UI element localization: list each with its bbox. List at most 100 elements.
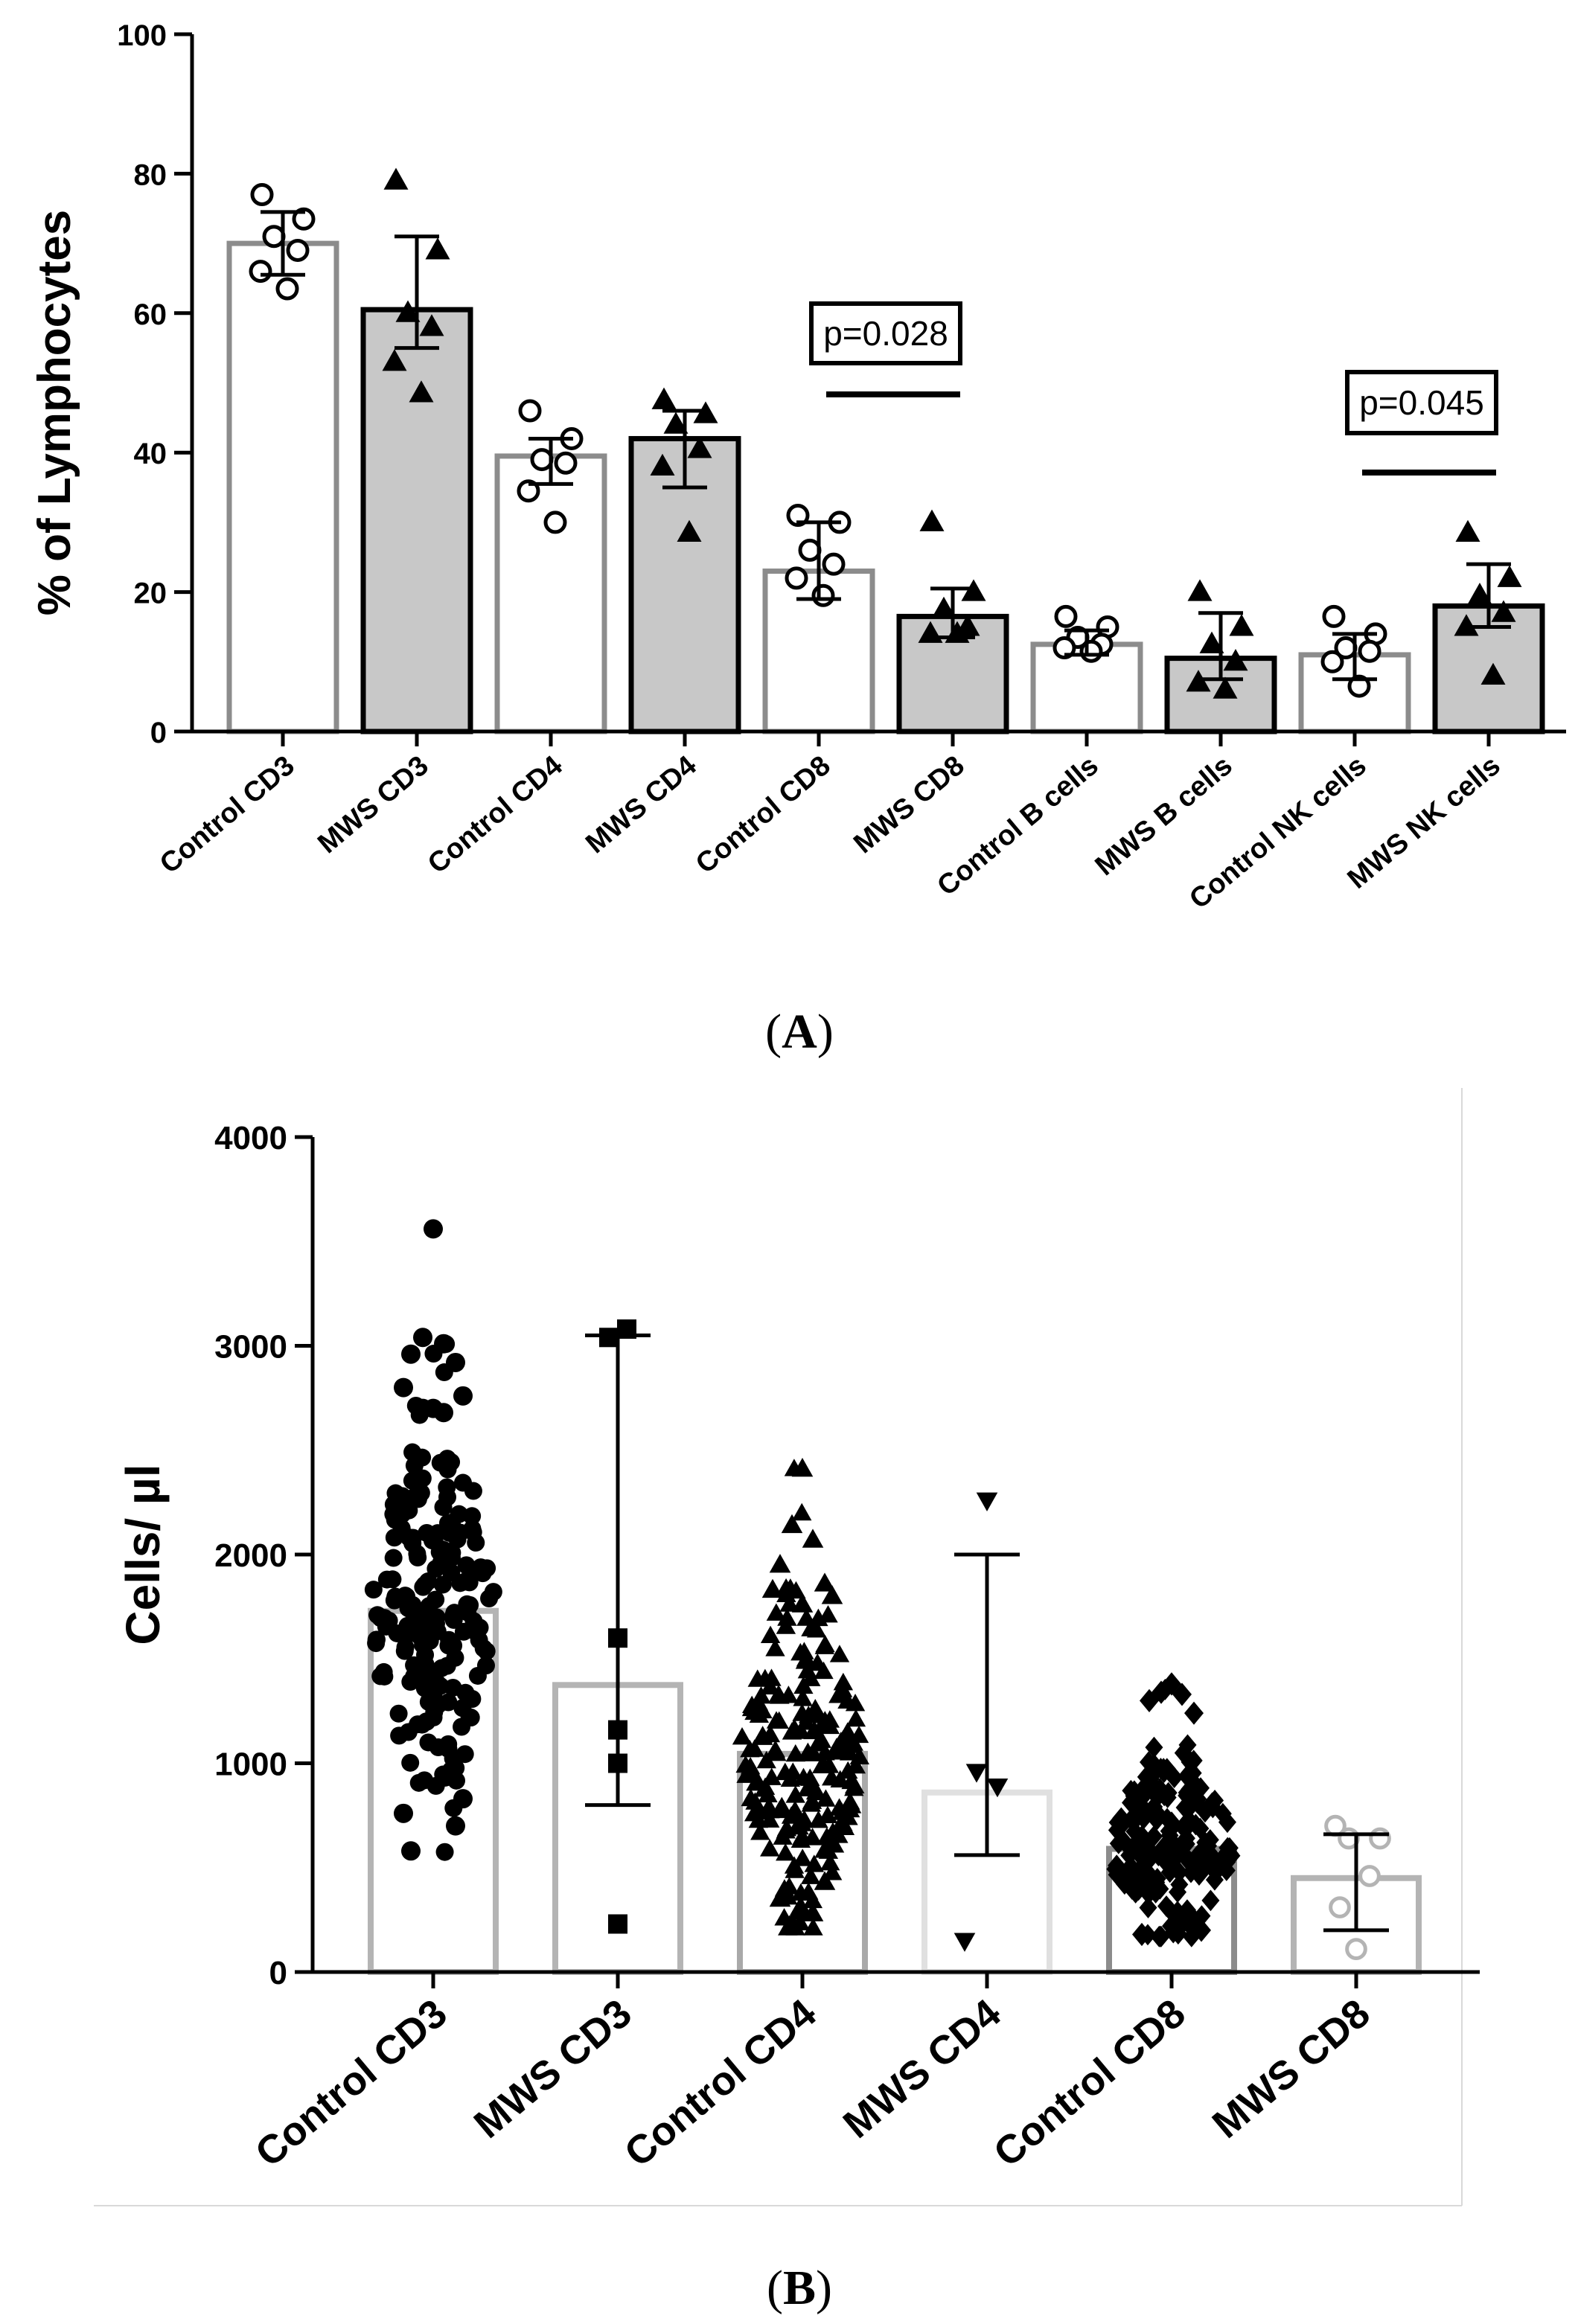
y-tick-label: 1000: [214, 1747, 287, 1783]
y-tick-label: 60: [134, 298, 167, 331]
point-control-cd8: [811, 583, 835, 607]
point-control-cd3: [480, 1590, 499, 1608]
point-control-cd4: [821, 1585, 843, 1604]
point-control-cd4: [760, 1625, 781, 1644]
point-control-cd8: [1138, 1765, 1157, 1787]
bar-mws-cd3: [360, 307, 473, 734]
x-tick-label-mws-cd8: MWS CD8: [848, 750, 970, 860]
point-control-cd3: [367, 1634, 386, 1653]
point-control-cd8: [1128, 1806, 1147, 1828]
point-control-cd4: [543, 510, 567, 534]
point-mws-cd8: [1358, 1865, 1381, 1887]
point-control-cd3: [262, 225, 286, 249]
point-control-cd3: [401, 1841, 421, 1861]
point-mws-b-cells: [1187, 579, 1213, 601]
point-control-cd8: [1162, 1914, 1181, 1938]
x-tick-label-control-cd8: Control CD8: [986, 1991, 1194, 2175]
point-control-cd4: [786, 1581, 806, 1599]
point-control-cd3: [397, 1495, 415, 1514]
point-control-cd8: [1168, 1901, 1186, 1923]
panel-a-label: (A): [765, 1005, 834, 1059]
point-control-cd4: [779, 1594, 799, 1612]
point-control-cd4: [741, 1788, 761, 1807]
point-control-b-cells: [1079, 639, 1103, 663]
point-control-cd3: [286, 238, 310, 262]
point-mws-nk-cells: [1480, 662, 1506, 685]
point-mws-cd4: [687, 436, 712, 458]
point-control-cd4: [793, 1676, 814, 1694]
point-mws-cd3: [382, 349, 407, 371]
point-control-cd4: [554, 451, 578, 475]
point-control-cd4: [781, 1912, 803, 1932]
point-control-cd8: [1185, 1776, 1204, 1798]
point-control-cd3: [384, 1549, 403, 1567]
point-control-cd4: [804, 1854, 824, 1872]
point-control-cd4: [747, 1669, 767, 1687]
bar-control-cd3: [226, 240, 339, 734]
point-control-cd4: [780, 1769, 801, 1787]
point-mws-b-cells: [1229, 614, 1254, 636]
point-control-cd3: [434, 1403, 453, 1423]
point-control-cd4: [760, 1839, 780, 1857]
point-control-cd3: [476, 1656, 495, 1675]
point-control-cd3: [398, 1616, 417, 1635]
point-control-cd4: [833, 1729, 853, 1748]
point-mws-cd3: [599, 1328, 619, 1348]
point-mws-nk-cells: [1467, 583, 1492, 605]
point-control-cd8: [1158, 1787, 1177, 1808]
point-control-cd3: [397, 1587, 416, 1606]
point-control-cd8: [1120, 1844, 1139, 1866]
point-control-cd3: [438, 1450, 456, 1468]
point-control-cd4: [816, 1789, 836, 1807]
point-control-cd3: [386, 1484, 405, 1502]
point-control-cd3: [413, 1448, 432, 1467]
point-control-cd4: [802, 1902, 824, 1921]
point-mws-cd3: [425, 237, 450, 260]
point-control-cd4: [803, 1918, 823, 1936]
point-control-cd4: [776, 1818, 797, 1837]
point-control-cd8: [1181, 1751, 1199, 1773]
point-control-cd4: [814, 1840, 834, 1858]
point-mws-cd8: [919, 509, 945, 531]
point-control-cd4: [517, 479, 540, 503]
point-control-cd4: [732, 1726, 753, 1745]
point-control-cd4: [840, 1799, 860, 1818]
y-axis-label: % of Lymphocytes: [29, 210, 80, 615]
panel-b-label: (B): [767, 2261, 832, 2315]
point-control-cd4: [846, 1709, 866, 1727]
point-control-cd4: [807, 1782, 827, 1801]
point-mws-b-cells: [1213, 676, 1238, 699]
y-tick-label: 100: [117, 19, 167, 52]
x-tick-label-mws-cd4: MWS CD4: [580, 750, 702, 860]
point-control-cd3: [409, 1715, 427, 1734]
x-tick-label-control-cd3: Control CD3: [247, 1991, 456, 2175]
bar-control-b-cells: [1030, 641, 1143, 734]
point-mws-nk-cells: [1491, 600, 1516, 622]
point-control-cd3: [453, 1789, 473, 1809]
point-control-cd4: [824, 1835, 845, 1853]
y-tick-label: 3000: [214, 1329, 287, 1366]
point-control-cd3: [419, 1572, 438, 1591]
p-value-box: [1345, 370, 1498, 435]
point-control-cd8: [1191, 1817, 1210, 1840]
x-tick-label-mws-cd3: MWS CD3: [466, 1991, 640, 2147]
y-axis-label: Cells/ µl: [116, 1464, 170, 1645]
y-tick-label: 4000: [214, 1120, 287, 1156]
point-control-cd8: [1158, 1853, 1177, 1875]
point-control-cd3: [400, 1528, 418, 1547]
point-control-cd4: [811, 1755, 832, 1774]
point-control-cd4: [834, 1817, 855, 1836]
point-control-cd3: [413, 1398, 432, 1418]
point-control-cd8: [1129, 1879, 1148, 1901]
point-control-cd4: [808, 1733, 828, 1752]
x-tick-label-control-cd3: Control CD3: [154, 750, 301, 880]
point-control-nk-cells: [1347, 674, 1371, 698]
point-control-cd3: [438, 1478, 456, 1496]
x-tick-label-mws-b-cells: MWS B cells: [1090, 750, 1239, 882]
point-mws-cd4: [650, 453, 675, 476]
point-control-cd4: [769, 1711, 789, 1729]
point-control-cd8: [1143, 1843, 1162, 1865]
point-control-cd4: [800, 1866, 821, 1884]
